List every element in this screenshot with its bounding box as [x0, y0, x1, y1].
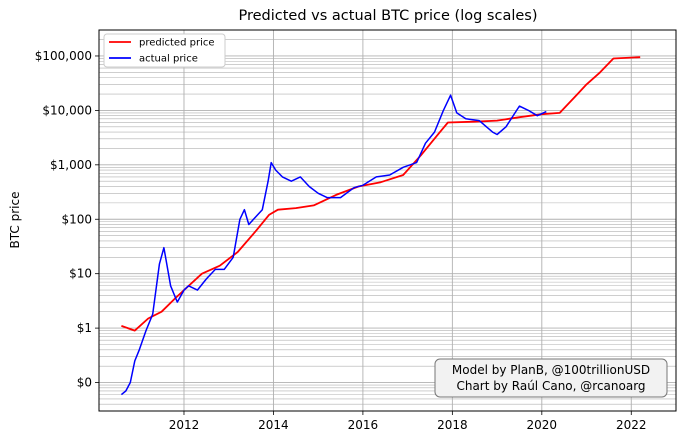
legend-label-predicted: predicted price [139, 38, 215, 49]
y-tick-label: $10 [69, 267, 92, 281]
predicted-price-line [121, 56, 641, 332]
credit-annotation: Model by PlanB, @100trillionUSD Chart by… [434, 358, 668, 398]
gridlines [99, 29, 676, 412]
x-tick-label: 2022 [616, 418, 647, 432]
credit-box-frame [434, 358, 668, 398]
plot-frame [98, 29, 677, 412]
y-tick-label: $1,000 [50, 158, 92, 172]
legend-label-actual: actual price [139, 54, 198, 65]
y-tick-label: $1 [77, 321, 92, 335]
credit-line-model: Model by PlanB, @100trillionUSD [452, 363, 650, 377]
x-tick-label: 2018 [437, 418, 468, 432]
y-tick-label: $100,000 [35, 49, 92, 63]
legend-box [103, 33, 226, 68]
series-lines [120, 56, 641, 396]
x-tick-label: 2016 [348, 418, 379, 432]
y-axis-label: BTC price [8, 192, 22, 249]
y-tick-label: $0 [77, 376, 92, 390]
x-tick-label: 2014 [258, 418, 289, 432]
x-tick-label: 2020 [527, 418, 558, 432]
axis-ticks: 2012 2014 2016 2018 2020 2022 $0 $1 $10 $100 $1,00… [35, 49, 647, 432]
y-tick-label: $100 [61, 212, 92, 226]
legend: predicted price actual price [103, 33, 226, 68]
actual-price-line [120, 94, 547, 396]
x-tick-label: 2012 [169, 418, 200, 432]
chart-title: Predicted vs actual BTC price (log scale… [238, 8, 537, 24]
credit-line-chart: Chart by Raúl Cano, @rcanoarg [456, 379, 645, 393]
y-tick-label: $10,000 [42, 103, 92, 117]
